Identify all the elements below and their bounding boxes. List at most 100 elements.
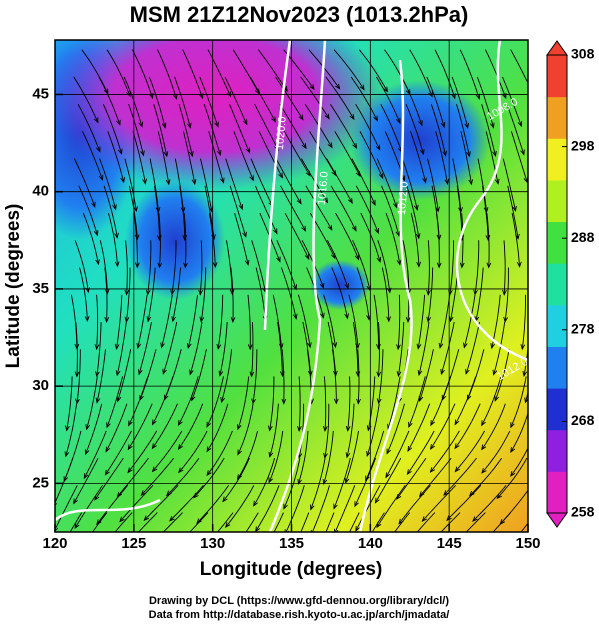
streamline: [284, 131, 311, 177]
arrow-head: [466, 151, 471, 158]
arrow-head: [64, 451, 70, 458]
arrow-head: [309, 84, 315, 91]
streamline: [376, 485, 406, 528]
arrow-head: [349, 114, 355, 121]
arrow-head: [216, 343, 222, 350]
streamline: [355, 185, 379, 234]
arrow-head: [55, 527, 59, 532]
footer-line: Data from http://database.rish.kyoto-u.a…: [149, 609, 450, 621]
colorbar-tick-label: 288: [571, 229, 595, 245]
arrow-head: [435, 206, 440, 213]
streamline: [335, 212, 360, 260]
arrow-head: [182, 235, 188, 242]
arrow-head: [440, 121, 446, 129]
streamline: [82, 212, 99, 265]
arrow-head: [74, 371, 80, 378]
arrow-head: [105, 446, 111, 453]
streamline: [385, 212, 401, 265]
streamline: [334, 485, 356, 532]
arrow-head: [510, 447, 516, 453]
streamline: [427, 240, 430, 295]
streamline: [96, 349, 106, 403]
arrow-head: [191, 395, 196, 402]
arrow-head: [448, 316, 454, 323]
arrow-head: [396, 259, 402, 266]
streamline: [348, 294, 359, 348]
streamline: [199, 240, 203, 295]
streamline: [435, 131, 448, 184]
arrow-head: [268, 477, 273, 484]
streamline: [96, 321, 102, 377]
arrow-head: [466, 394, 472, 401]
streamline: [506, 104, 525, 155]
streamline: [465, 512, 486, 532]
arrow-head: [216, 149, 222, 157]
streamline: [86, 376, 98, 430]
streamline: [365, 430, 385, 481]
arrow-head: [426, 316, 432, 323]
arrow-head: [502, 289, 507, 296]
arrow-head: [156, 235, 162, 242]
streamline: [493, 321, 506, 375]
streamline: [355, 485, 381, 532]
arrow-head: [127, 444, 133, 451]
streamline: [183, 131, 196, 185]
streamline: [355, 103, 381, 150]
arrow-head: [331, 170, 337, 177]
arrow-head: [492, 150, 497, 158]
streamline: [132, 131, 146, 184]
arrow-head: [84, 449, 90, 456]
arrow-head: [345, 452, 351, 459]
streamline: [171, 240, 177, 295]
streamline: [502, 76, 522, 127]
colorbar-segment: [547, 346, 567, 389]
arrow-head: [206, 470, 212, 477]
arrow-head: [172, 93, 178, 100]
arrow-head: [114, 343, 120, 350]
arrow-head: [320, 312, 325, 319]
streamline: [385, 430, 410, 478]
streamline: [219, 321, 228, 376]
streamline: [502, 158, 516, 211]
streamline: [496, 457, 528, 499]
streamline: [82, 131, 103, 181]
streamline: [138, 321, 152, 375]
y-tick-label: 25: [32, 474, 49, 491]
arrow-head: [279, 371, 285, 378]
arrow-head: [352, 143, 358, 150]
streamline: [349, 512, 360, 532]
arrow-head: [237, 424, 242, 431]
y-tick-label: 30: [32, 377, 49, 394]
arrow-head: [436, 234, 442, 241]
arrow-head: [244, 259, 250, 267]
streamline: [434, 49, 456, 99]
colorbar-arrow: [546, 512, 568, 528]
streamline: [137, 512, 158, 532]
arrow-head: [323, 197, 329, 204]
streamline: [161, 294, 173, 348]
streamline: [92, 512, 108, 532]
streamline: [105, 430, 132, 476]
streamline: [456, 104, 470, 157]
streamline: [63, 430, 82, 482]
streamline: [153, 104, 168, 157]
streamline: [125, 267, 131, 322]
arrow-head: [104, 289, 110, 296]
arrow-head: [65, 425, 70, 432]
arrow-head: [85, 424, 91, 431]
streamline: [275, 76, 304, 120]
streamline: [331, 267, 348, 319]
streamline: [469, 457, 503, 497]
streamline: [258, 131, 283, 178]
arrow-head: [530, 91, 534, 96]
arrow-head: [116, 396, 122, 403]
streamline: [459, 49, 480, 99]
streamline: [237, 376, 250, 430]
streamline: [440, 512, 461, 532]
streamline: [189, 512, 209, 532]
arrow-head: [310, 504, 315, 511]
streamline: [323, 294, 336, 348]
streamline: [85, 403, 103, 455]
arrow-head: [196, 518, 202, 525]
colorbar-tick-label: 298: [571, 137, 595, 153]
